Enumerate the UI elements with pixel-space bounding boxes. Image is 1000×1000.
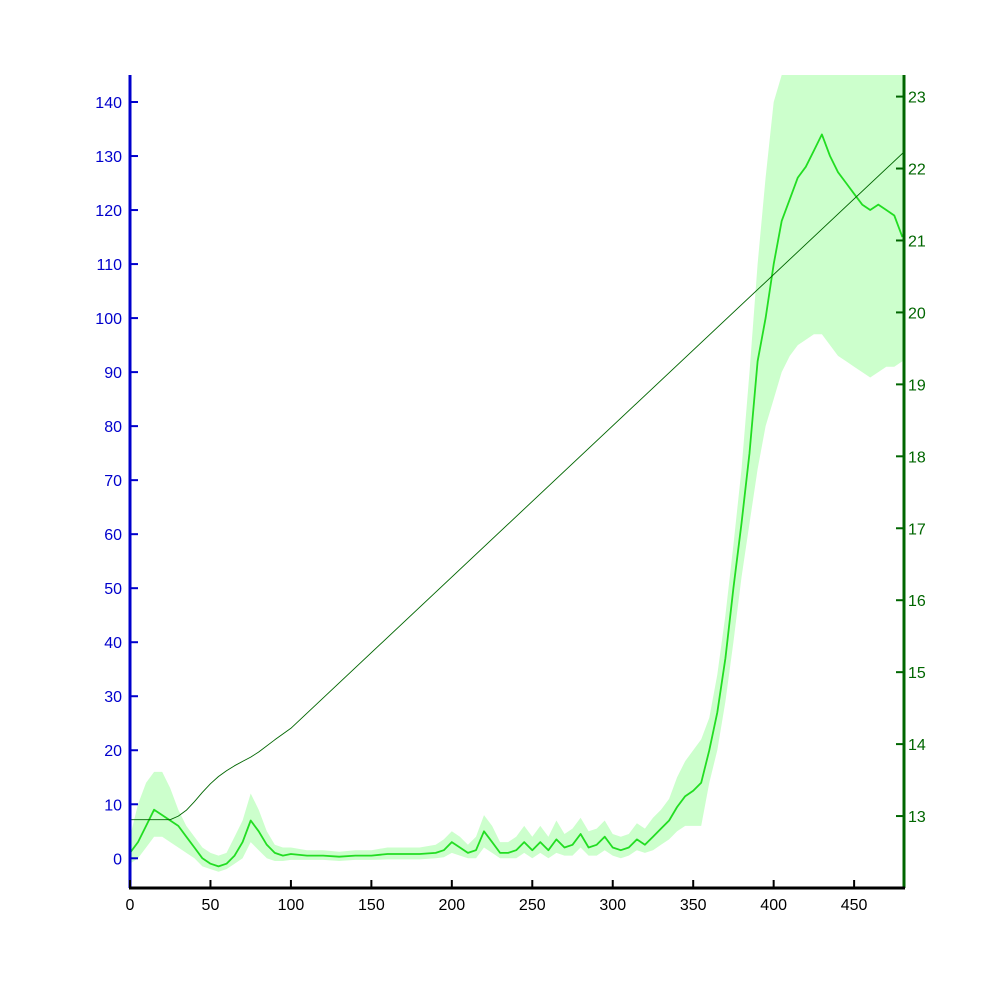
right-tick-label: 18 [908,449,926,466]
right-tick-label: 20 [908,305,926,322]
x-tick-label: 400 [760,897,787,914]
series-0-line [130,133,904,868]
x-tick-label: 50 [202,897,220,914]
series-0-band [130,75,903,872]
left-tick-label: 90 [104,365,122,382]
left-tick-label: 0 [113,851,122,868]
right-tick-label: 13 [908,809,926,826]
x-tick-label: 350 [680,897,707,914]
left-tick-label: 70 [104,473,122,490]
left-tick-label: 30 [104,689,122,706]
confidence-band-layer [130,75,903,872]
x-tick-label: 150 [358,897,385,914]
left-tick-label: 40 [104,635,122,652]
right-tick-label: 19 [908,377,926,394]
right-tick-label: 14 [908,737,926,754]
right-tick-label: 17 [908,521,926,538]
series-layer [130,133,904,868]
axes-layer [128,75,906,890]
right-tick-label: 22 [908,162,926,179]
tick-labels-layer: 0 10 20 30 40 50 60 70 80 90 100 110 120 130 140 13 14 15… [95,90,926,914]
left-tick-label: 50 [104,581,122,598]
left-tick-label: 100 [95,311,122,328]
left-tick-label: 10 [104,797,122,814]
left-tick-label: 60 [104,527,122,544]
x-tick-label: 0 [126,897,135,914]
x-tick-label: 250 [519,897,546,914]
right-tick-label: 16 [908,593,926,610]
right-tick-label: 21 [908,233,926,250]
left-tick-label: 130 [95,149,122,166]
x-tick-label: 300 [599,897,626,914]
right-tick-label: 15 [908,665,926,682]
left-tick-label: 120 [95,203,122,220]
x-tick-label: 200 [438,897,465,914]
left-tick-label: 110 [96,257,122,274]
right-tick-label: 23 [908,90,926,107]
series-1-line [130,151,904,821]
x-tick-label: 450 [841,897,868,914]
left-tick-label: 20 [104,743,122,760]
x-tick-label: 100 [278,897,305,914]
left-tick-label: 140 [95,95,122,112]
left-tick-label: 80 [104,419,122,436]
